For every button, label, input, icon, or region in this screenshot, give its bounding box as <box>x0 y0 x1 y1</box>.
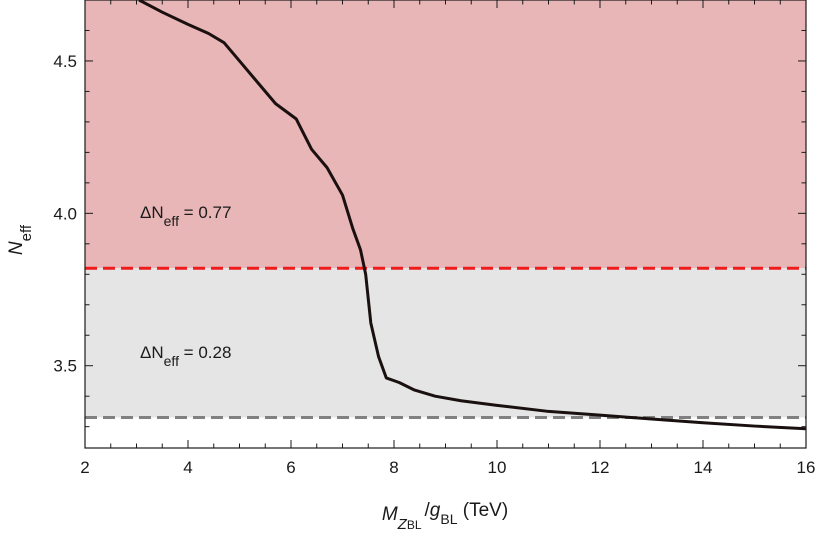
reference-lines <box>85 266 806 420</box>
band-1 <box>85 268 806 418</box>
y-tick-label: 4.5 <box>53 52 77 71</box>
y-tick-label: 3.5 <box>53 357 77 376</box>
x-tick-label: 10 <box>488 458 507 477</box>
x-tick-labels: 2 4 6 8 10 12 14 16 <box>80 458 815 477</box>
annotation-dneff-077: ΔNeff = 0.77 <box>140 203 231 229</box>
y-tick-label: 4.0 <box>53 204 77 223</box>
band-0 <box>85 0 806 269</box>
x-tick-label: 16 <box>797 458 816 477</box>
annotation-dneff-028: ΔNeff = 0.28 <box>140 343 231 369</box>
x-tick-label: 4 <box>183 458 192 477</box>
axis-ticks <box>84 0 807 448</box>
y-axis-title: Neff <box>6 224 35 255</box>
x-tick-label: 2 <box>80 458 89 477</box>
x-tick-label: 6 <box>286 458 295 477</box>
x-tick-label: 12 <box>591 458 610 477</box>
data-series <box>138 0 806 431</box>
x-tick-label: 8 <box>389 458 398 477</box>
x-tick-label: 14 <box>694 458 713 477</box>
shaded-bands <box>85 0 806 418</box>
y-tick-labels: 3.5 4.0 4.5 <box>53 52 77 376</box>
series-line-0 <box>138 0 806 431</box>
x-axis-title: MZBL/gBL (TeV) <box>382 500 508 533</box>
